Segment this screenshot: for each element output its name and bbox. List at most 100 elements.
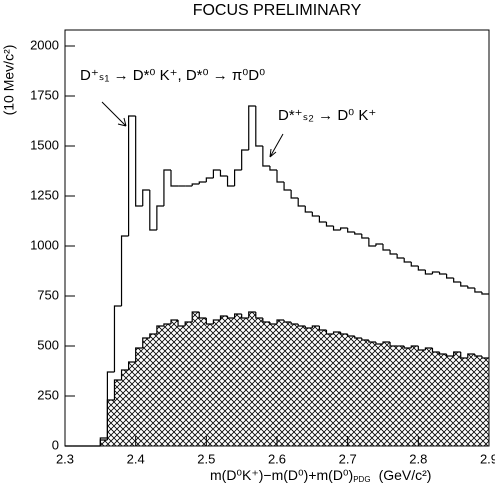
hatched-bin-outline [248, 311, 256, 318]
hatched-bin-outline [424, 347, 433, 350]
histogram-step [234, 169, 242, 186]
hatched-bin [326, 334, 334, 446]
hatched-bin [305, 328, 313, 446]
x-tick-label: 2.5 [197, 451, 215, 466]
y-tick-label: 750 [37, 287, 59, 302]
hatched-bin [453, 352, 461, 446]
x-tick-label: 2.9 [480, 451, 495, 466]
hatched-bin-outline [389, 342, 398, 347]
histogram-step [248, 105, 256, 150]
hatched-bin [107, 400, 115, 446]
histogram-step [453, 278, 461, 283]
histogram-step [396, 254, 405, 259]
y-tick-label: 500 [37, 337, 59, 352]
hatched-bin [432, 352, 440, 446]
histogram-step [120, 235, 129, 306]
hatched-bin [347, 336, 355, 446]
hatched-bin [474, 356, 482, 446]
histogram-step [142, 189, 150, 206]
histogram-step [113, 305, 122, 372]
histogram-step [347, 228, 355, 233]
hatched-bin-outline [212, 319, 221, 324]
hatched-bin [298, 326, 306, 446]
hatched-bin [206, 324, 214, 446]
hatched-bin [227, 318, 235, 446]
hatched-bin-outline [297, 324, 306, 327]
hatched-bin [277, 320, 285, 446]
hatched-bin-outline [304, 326, 313, 329]
hatched-bin-outline [142, 337, 150, 348]
x-tick-label: 2.6 [268, 451, 286, 466]
histogram-step [99, 437, 108, 446]
hatched-bin [121, 370, 129, 446]
hatched-bin-outline [438, 352, 447, 355]
histogram-step [212, 169, 221, 178]
histogram-step [290, 190, 299, 199]
hatched-bin-outline [170, 319, 179, 324]
histogram-step [198, 181, 207, 184]
hatched-bin-outline [219, 315, 228, 320]
histogram-step [325, 222, 334, 227]
hatched-bin-outline [163, 323, 171, 326]
x-axis-label: m(D⁰K⁺)−m(D⁰)+m(D⁰)PDG (GeV/c²) [210, 467, 431, 484]
hatched-bin [192, 312, 200, 446]
hatched-bin-outline [311, 325, 320, 328]
hatched-bin [135, 348, 143, 446]
hatched-bin-outline [340, 332, 348, 335]
hatched-bin-outline [120, 369, 129, 380]
hatched-bin-outline [205, 318, 214, 325]
hatched-bin [467, 354, 475, 446]
x-tick-label: 2.7 [339, 451, 357, 466]
histogram-step [354, 232, 362, 235]
histogram-step [205, 177, 214, 182]
histogram-step [318, 216, 327, 223]
hatched-bin-outline [234, 313, 242, 318]
annotation: D⁺ₛ₁ → D*⁰ K⁺, D*⁰ → π⁰D⁰ [80, 67, 265, 84]
histogram-step [304, 206, 313, 213]
hatched-bin-outline [325, 330, 334, 335]
hatched-bin [481, 358, 489, 446]
histogram-step [283, 182, 292, 191]
histogram-step [219, 170, 228, 177]
x-axis-label-part: PDG [353, 475, 370, 484]
hatched-bin [284, 322, 292, 446]
histogram-step [332, 226, 341, 231]
histogram-step [226, 176, 235, 187]
hatched-bin [361, 340, 369, 446]
x-tick-label: 2.4 [127, 451, 145, 466]
hatched-bin-outline [184, 321, 193, 326]
hatched-bin [340, 334, 348, 446]
histogram-step [382, 244, 391, 251]
histogram-step [135, 116, 143, 207]
histogram-step [262, 146, 270, 167]
histogram-step [276, 170, 285, 183]
hatched-bin [404, 348, 412, 446]
histogram-step [368, 238, 376, 247]
histogram-step [106, 371, 115, 438]
histogram-step [170, 170, 179, 187]
histogram-step [191, 183, 200, 186]
hatched-bin-outline [368, 340, 376, 343]
hatched-bin-outline [191, 311, 200, 322]
hatched-bin [368, 342, 376, 446]
hatched-bin [220, 316, 228, 446]
y-tick-label: 2000 [30, 37, 59, 52]
histogram-step [361, 234, 369, 239]
hatched-bin-outline [156, 325, 164, 334]
annotation-arrow [269, 133, 284, 158]
hatched-bin [149, 334, 157, 446]
hatched-bin-outline [453, 351, 461, 356]
hatched-bin-outline [149, 333, 157, 338]
annotation-arrow [101, 101, 127, 127]
hatched-bin [156, 326, 164, 446]
hatched-bin [178, 326, 186, 446]
histogram-step [481, 292, 489, 295]
y-tick-label: 1250 [30, 187, 59, 202]
hatched-bin-outline [318, 326, 327, 331]
hatched-bin-outline [431, 348, 440, 353]
hatched-bin-outline [128, 361, 136, 370]
x-tick-label: 2.3 [56, 451, 74, 466]
hatched-bin-outline [446, 354, 454, 357]
hatched-bin [262, 322, 270, 446]
hatched-bin [397, 346, 405, 446]
